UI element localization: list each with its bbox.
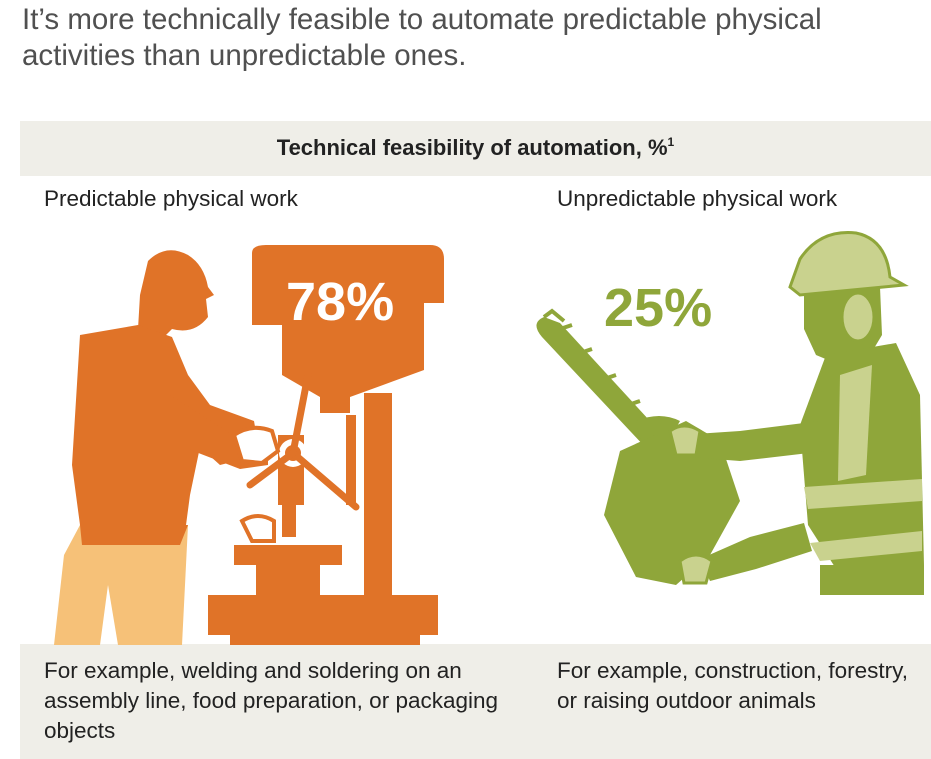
illustrations xyxy=(54,231,924,645)
lumberjack-arm-upper xyxy=(680,421,826,461)
hard-hat xyxy=(788,231,909,297)
drill-table xyxy=(234,545,342,565)
lumberjack-chainsaw-illustration xyxy=(536,231,924,595)
ear-muff xyxy=(840,291,876,343)
factory-worker-drill-press-illustration xyxy=(54,245,444,645)
chart-title-text: Technical feasibility of automation, % xyxy=(276,135,668,160)
predictable-heading: Predictable physical work xyxy=(44,186,298,211)
unpredictable-percent: 25% xyxy=(604,278,713,338)
worker-hands xyxy=(231,425,281,466)
chart-title: Technical feasibility of automation, %1 xyxy=(20,135,931,161)
drill-press-head xyxy=(252,245,444,413)
drill-column xyxy=(364,393,392,623)
chainsaw-body xyxy=(604,421,740,585)
caption-band xyxy=(20,644,931,759)
chart-title-band: Technical feasibility of automation, %1 xyxy=(20,121,931,176)
footnote-mark: 1 xyxy=(667,135,675,149)
lumberjack-arm-lower xyxy=(700,523,812,581)
predictable-percent: 78% xyxy=(286,272,395,332)
unpredictable-heading: Unpredictable physical work xyxy=(557,186,838,211)
unpredictable-caption: For example, construction, forestry, or … xyxy=(557,658,908,713)
worker-torso xyxy=(72,325,260,525)
safety-vest-stripe xyxy=(804,479,922,509)
headline: It’s more technically feasible to automa… xyxy=(22,3,822,72)
worker-legs xyxy=(54,525,188,645)
worker-head xyxy=(138,250,214,341)
drill-base xyxy=(208,595,438,635)
predictable-caption: For example, welding and soldering on an… xyxy=(44,658,499,743)
